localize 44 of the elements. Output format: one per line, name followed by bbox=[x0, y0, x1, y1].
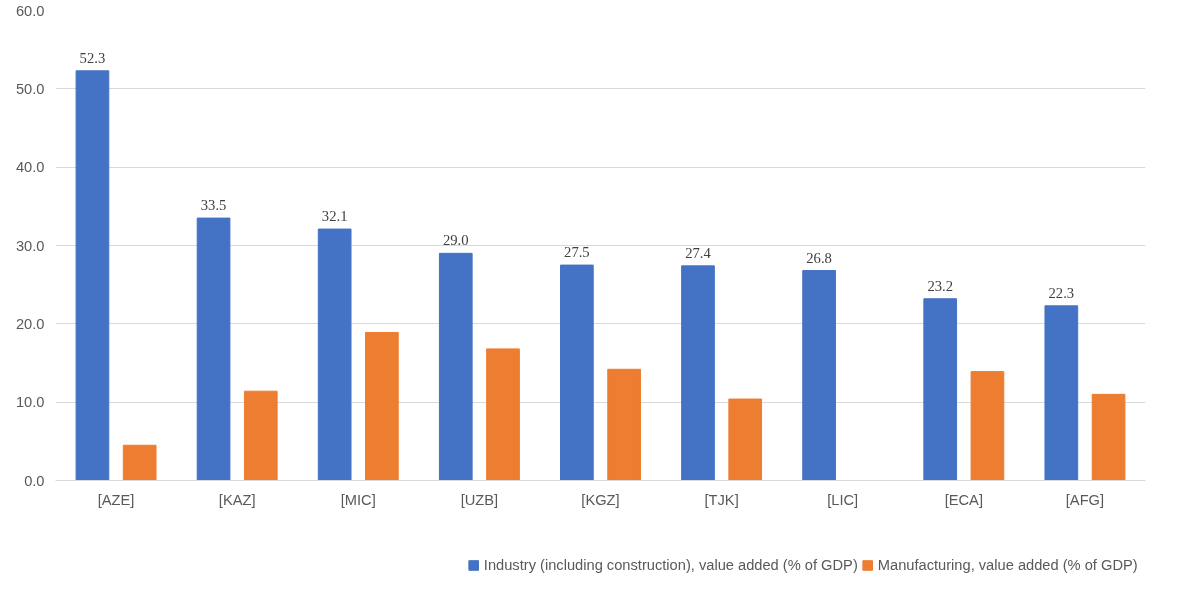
y-tick-label: 0.0 bbox=[24, 472, 45, 489]
legend-label: Industry (including construction), value added (% of GDP) bbox=[483, 557, 858, 573]
bar bbox=[970, 371, 1005, 481]
data-label: 32.1 bbox=[321, 208, 348, 225]
bar bbox=[607, 368, 641, 481]
data-label: 27.4 bbox=[685, 244, 712, 261]
bar bbox=[1044, 305, 1079, 481]
data-label: 26.8 bbox=[806, 249, 832, 266]
legend-label: Manufacturing, value added (% of GDP) bbox=[877, 557, 1138, 573]
bar bbox=[196, 217, 231, 481]
y-tick-label: 30.0 bbox=[15, 237, 45, 254]
data-label: 27.5 bbox=[564, 244, 590, 261]
y-tick-label: 60.0 bbox=[15, 2, 45, 19]
x-tick-label: [KGZ] bbox=[581, 491, 620, 508]
bar bbox=[317, 228, 352, 481]
x-tick-label: [ECA] bbox=[944, 491, 983, 508]
bar bbox=[486, 348, 520, 481]
bar bbox=[75, 70, 110, 481]
x-tick-label: [LIC] bbox=[827, 491, 859, 508]
x-tick-label: [TJK] bbox=[704, 491, 739, 508]
y-tick-label: 20.0 bbox=[15, 315, 45, 332]
data-label: 29.0 bbox=[442, 232, 469, 249]
bar bbox=[438, 252, 473, 481]
bar bbox=[122, 444, 157, 481]
bar bbox=[560, 264, 594, 481]
data-label: 33.5 bbox=[200, 197, 227, 214]
x-tick-label: [UZB] bbox=[460, 491, 499, 508]
x-tick-label: [MIC] bbox=[340, 491, 376, 508]
x-tick-label: [AFG] bbox=[1065, 491, 1105, 508]
bar bbox=[728, 398, 763, 481]
x-tick-label: [KAZ] bbox=[218, 491, 256, 508]
bar bbox=[923, 298, 958, 481]
data-label: 23.2 bbox=[927, 277, 954, 294]
bar bbox=[243, 390, 278, 481]
data-label: 52.3 bbox=[79, 49, 106, 66]
bar bbox=[365, 331, 399, 481]
data-label: 22.3 bbox=[1048, 284, 1075, 301]
y-tick-label: 50.0 bbox=[15, 80, 45, 97]
y-tick-label: 40.0 bbox=[15, 159, 45, 176]
x-tick-label: [AZE] bbox=[97, 491, 135, 508]
bar bbox=[1091, 393, 1126, 481]
y-tick-label: 10.0 bbox=[15, 394, 45, 411]
bar bbox=[802, 270, 836, 481]
bar bbox=[681, 265, 715, 481]
